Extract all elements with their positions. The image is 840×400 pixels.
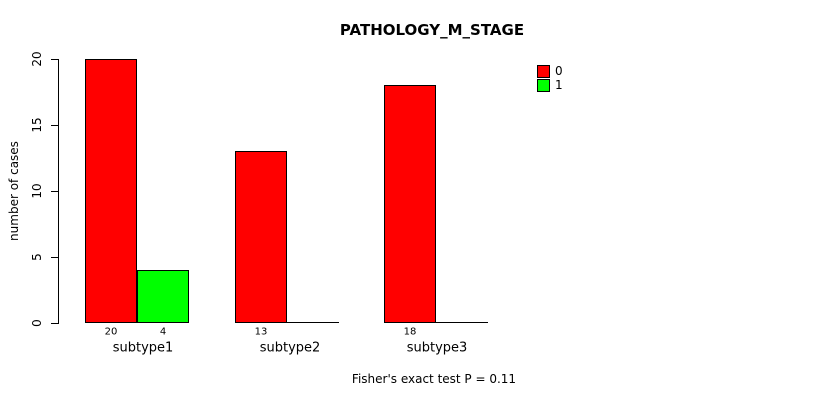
x-category-label: subtype2: [259, 340, 321, 356]
bar-count-label: 18: [403, 326, 417, 338]
bar-subtype1-0: [85, 59, 137, 323]
y-tick-label: 0: [30, 319, 44, 327]
bar-subtype2-1-zero: [287, 322, 339, 323]
legend-item-0: 0: [537, 64, 563, 78]
legend-swatch-green: [537, 78, 550, 92]
y-axis-tick: [51, 191, 58, 192]
chart-title: PATHOLOGY_M_STAGE: [339, 21, 525, 39]
x-category-label: subtype3: [406, 340, 468, 356]
y-tick-label: 10: [30, 183, 44, 199]
bar-count-label: 20: [104, 326, 118, 338]
legend-label: 1: [555, 77, 563, 92]
y-axis-tick: [51, 125, 58, 126]
bar-subtype1-1: [137, 270, 189, 323]
y-tick-label: 5: [30, 253, 44, 261]
fisher-test-annotation: Fisher's exact test P = 0.11: [351, 372, 517, 386]
y-axis-tick: [51, 257, 58, 258]
legend-item-1: 1: [537, 78, 563, 92]
bar-count-label: 4: [159, 326, 167, 338]
y-axis-label: number of cases: [7, 141, 21, 241]
legend: 0 1: [537, 64, 563, 92]
y-tick-label: 15: [30, 117, 44, 133]
x-category-label: subtype1: [112, 340, 174, 356]
legend-swatch-red: [537, 64, 550, 78]
bar-subtype2-0: [235, 151, 287, 323]
y-axis-tick: [51, 323, 58, 324]
y-axis-line: [58, 59, 59, 324]
legend-label: 0: [555, 63, 563, 78]
bar-subtype3-1-zero: [436, 322, 488, 323]
y-axis-tick: [51, 59, 58, 60]
bar-count-label: 13: [254, 326, 268, 338]
y-tick-label: 20: [30, 51, 44, 67]
bar-subtype3-0: [384, 85, 436, 323]
